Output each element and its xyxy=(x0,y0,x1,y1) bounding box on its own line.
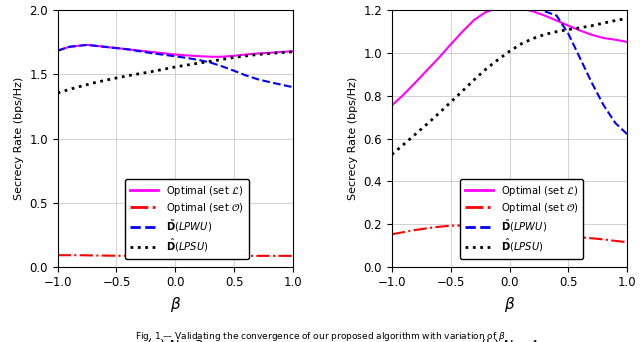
Text: Fig. 1 — Validating the convergence of our proposed algorithm with variation of : Fig. 1 — Validating the convergence of o… xyxy=(134,330,506,342)
Y-axis label: Secrecy Rate (bps/Hz): Secrecy Rate (bps/Hz) xyxy=(13,77,24,200)
X-axis label: $\beta$: $\beta$ xyxy=(170,295,181,314)
Legend: Optimal (set $\mathcal{L}$), Optimal (set $\mathcal{O}$), $\tilde{\mathbf{D}}$($: Optimal (set $\mathcal{L}$), Optimal (se… xyxy=(125,179,249,259)
Legend: Optimal (set $\mathcal{L}$), Optimal (set $\mathcal{O}$), $\tilde{\mathbf{D}}$($: Optimal (set $\mathcal{L}$), Optimal (se… xyxy=(460,179,583,259)
X-axis label: $\beta$: $\beta$ xyxy=(504,295,515,314)
Title: (a) $N = 3$: (a) $N = 3$ xyxy=(146,337,204,342)
Title: (b) $N = 4$: (b) $N = 4$ xyxy=(480,337,539,342)
Y-axis label: Secrecy Rate (bps/Hz): Secrecy Rate (bps/Hz) xyxy=(348,77,358,200)
